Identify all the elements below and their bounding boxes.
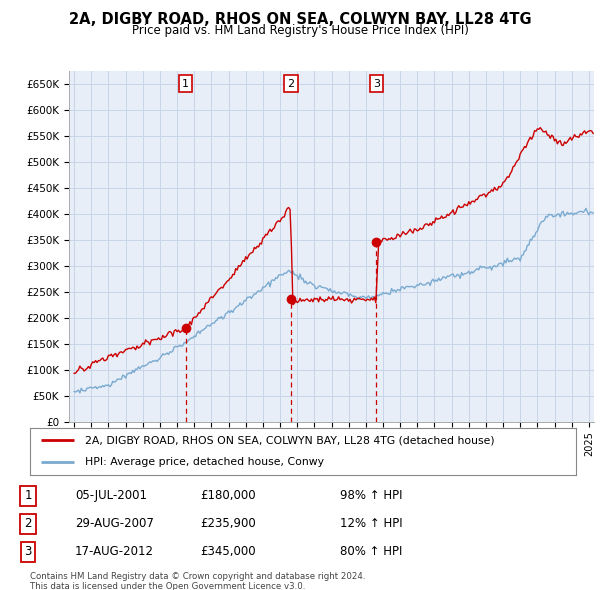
Text: 12% ↑ HPI: 12% ↑ HPI bbox=[340, 517, 403, 530]
Text: 2: 2 bbox=[287, 79, 295, 89]
Text: 17-AUG-2012: 17-AUG-2012 bbox=[75, 545, 154, 558]
Text: 05-JUL-2001: 05-JUL-2001 bbox=[75, 490, 147, 503]
Text: 2: 2 bbox=[24, 517, 32, 530]
Text: £345,000: £345,000 bbox=[200, 545, 256, 558]
Text: This data is licensed under the Open Government Licence v3.0.: This data is licensed under the Open Gov… bbox=[30, 582, 305, 590]
Text: 2A, DIGBY ROAD, RHOS ON SEA, COLWYN BAY, LL28 4TG: 2A, DIGBY ROAD, RHOS ON SEA, COLWYN BAY,… bbox=[68, 12, 532, 27]
Text: 1: 1 bbox=[24, 490, 32, 503]
Text: 1: 1 bbox=[182, 79, 189, 89]
Text: HPI: Average price, detached house, Conwy: HPI: Average price, detached house, Conw… bbox=[85, 457, 323, 467]
Text: 3: 3 bbox=[373, 79, 380, 89]
Text: £180,000: £180,000 bbox=[200, 490, 256, 503]
Text: Price paid vs. HM Land Registry's House Price Index (HPI): Price paid vs. HM Land Registry's House … bbox=[131, 24, 469, 37]
Text: 98% ↑ HPI: 98% ↑ HPI bbox=[340, 490, 403, 503]
Text: 29-AUG-2007: 29-AUG-2007 bbox=[75, 517, 154, 530]
Text: £235,900: £235,900 bbox=[200, 517, 256, 530]
Text: 80% ↑ HPI: 80% ↑ HPI bbox=[340, 545, 403, 558]
Text: 2A, DIGBY ROAD, RHOS ON SEA, COLWYN BAY, LL28 4TG (detached house): 2A, DIGBY ROAD, RHOS ON SEA, COLWYN BAY,… bbox=[85, 435, 494, 445]
Text: 3: 3 bbox=[25, 545, 32, 558]
Text: Contains HM Land Registry data © Crown copyright and database right 2024.: Contains HM Land Registry data © Crown c… bbox=[30, 572, 365, 581]
